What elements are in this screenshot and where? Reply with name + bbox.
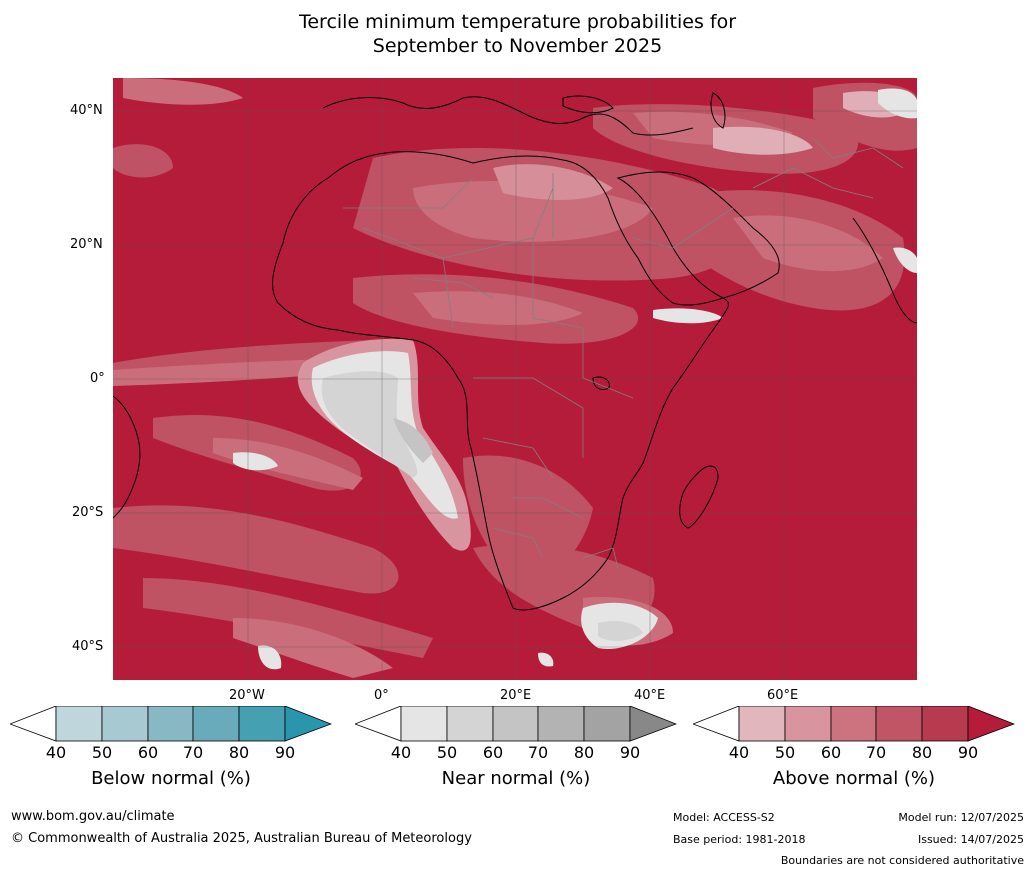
footer-website-link[interactable]: www.bom.gov.au/climate [11, 809, 175, 824]
lat-label-40s: 40°S [72, 639, 104, 654]
lon-label-0: 0° [374, 688, 389, 703]
colorbar-below-tick: 70 [182, 743, 204, 762]
colorbar-above-tick: 90 [957, 743, 979, 762]
colorbar-above-tick: 60 [820, 743, 842, 762]
colorbar-above-tick: 40 [728, 743, 750, 762]
colorbar-below-tick: 80 [228, 743, 250, 762]
footer-disclaimer: Boundaries are not considered authoritat… [780, 854, 1024, 867]
colorbar-below-normal [10, 706, 332, 742]
colorbar-above-tick: 50 [774, 743, 796, 762]
colorbar-near-segment-1 [400, 706, 448, 742]
colorbar-above-segment-1 [738, 706, 786, 742]
title-line-1: Tercile minimum temperature probabilitie… [298, 11, 737, 33]
colorbar-near-normal [355, 706, 677, 742]
colorbar-below-min-arrow [10, 706, 57, 742]
colorbar-below-tick: 50 [91, 743, 113, 762]
colorbar-near-segment-4 [537, 706, 585, 742]
colorbar-below-tick: 40 [45, 743, 67, 762]
colorbar-near-tick: 40 [390, 743, 412, 762]
colorbar-above-tick: 70 [865, 743, 887, 762]
coastlines [113, 92, 917, 611]
colorbar-below-tick: 60 [137, 743, 159, 762]
colorbar-near-max-arrow [629, 706, 677, 742]
colorbar-below-segment-3 [147, 706, 194, 742]
colorbar-above-segment-2 [784, 706, 832, 742]
colorbar-below-segment-2 [101, 706, 149, 742]
lon-label-60e: 60°E [767, 688, 799, 703]
colorbar-near-min-arrow [355, 706, 402, 742]
lon-label-40e: 40°E [634, 688, 666, 703]
colorbar-near-label: Near normal (%) [441, 768, 591, 789]
colorbar-above-max-arrow [967, 706, 1015, 742]
colorbar-above-segment-4 [875, 706, 923, 742]
near-normal-shading [233, 88, 917, 670]
colorbar-above-tick: 80 [911, 743, 933, 762]
lat-label-40n: 40°N [70, 103, 103, 118]
footer-copyright: © Commonwealth of Australia 2025, Austra… [11, 831, 472, 846]
lat-label-20n: 20°N [70, 237, 103, 252]
lon-label-20w: 20°W [229, 688, 265, 703]
map-title: Tercile minimum temperature probabilitie… [0, 10, 1035, 58]
colorbar-near-tick: 50 [436, 743, 458, 762]
probability-shading [113, 78, 917, 678]
probability-map [113, 78, 917, 680]
colorbar-near-tick: 60 [482, 743, 504, 762]
country-borders [343, 137, 904, 569]
lat-label-20s: 20°S [72, 505, 104, 520]
colorbar-near-tick: 90 [619, 743, 641, 762]
colorbar-below-segment-1 [55, 706, 103, 742]
colorbar-near-segment-5 [583, 706, 631, 742]
colorbar-near-segment-3 [492, 706, 539, 742]
colorbar-near-segment-2 [446, 706, 494, 742]
colorbar-above-label: Above normal (%) [772, 768, 936, 789]
colorbar-above-normal [693, 706, 1015, 742]
colorbar-above-segment-3 [830, 706, 877, 742]
lat-label-equator: 0° [90, 371, 105, 386]
lon-label-20e: 20°E [500, 688, 532, 703]
colorbar-above-min-arrow [693, 706, 740, 742]
footer-model: Model: ACCESS-S2 [673, 811, 775, 824]
colorbar-near-tick: 80 [573, 743, 595, 762]
colorbar-below-max-arrow [284, 706, 332, 742]
colorbar-below-segment-5 [238, 706, 286, 742]
title-line-2: September to November 2025 [372, 35, 663, 57]
colorbar-below-label: Below normal (%) [91, 768, 251, 789]
colorbar-below-tick: 90 [274, 743, 296, 762]
footer-issued: Issued: 14/07/2025 [917, 833, 1024, 846]
footer-base-period: Base period: 1981-2018 [673, 833, 806, 846]
colorbar-above-segment-5 [921, 706, 969, 742]
colorbar-below-segment-4 [192, 706, 240, 742]
footer-model-run: Model run: 12/07/2025 [898, 811, 1024, 824]
colorbar-near-tick: 70 [527, 743, 549, 762]
graticule [113, 78, 917, 680]
